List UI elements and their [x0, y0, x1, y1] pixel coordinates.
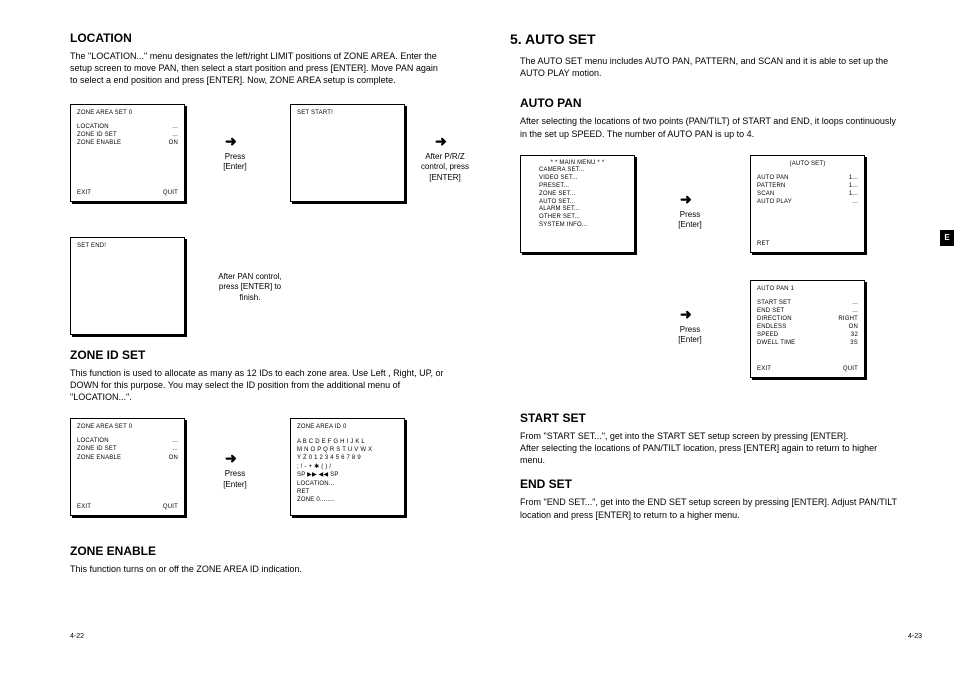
press-enter-caption: Press [Enter]: [213, 469, 257, 491]
auto-set-box: (AUTO SET) AUTO PAN1... PATTERN1... SCAN…: [750, 155, 865, 253]
autopan-heading: AUTO PAN: [520, 95, 900, 111]
zone-area-id-box: ZONE AREA ID 0 A B C D E F G H I J K L M…: [290, 418, 405, 516]
autoset-body: The AUTO SET menu includes AUTO PAN, PAT…: [520, 55, 900, 79]
set-start-box: SET START!: [290, 104, 405, 202]
zone-id-body: This function is used to allocate as man…: [70, 367, 460, 403]
zone-enable-heading: ZONE ENABLE: [70, 543, 460, 559]
startset-heading: START SET: [520, 410, 900, 426]
pan-finish-caption: After PAN control, press [ENTER] to fini…: [210, 272, 290, 304]
endset-body: From "END SET...", get into the END SET …: [520, 496, 900, 520]
zone-enable-body: This function turns on or off the ZONE A…: [70, 563, 460, 575]
right-column: 5. AUTO SET The AUTO SET menu includes A…: [510, 30, 900, 659]
zone-area-set-box: ZONE AREA SET 0 LOCATION... ZONE ID SET.…: [70, 104, 185, 202]
main-menu-box: * * MAIN MENU * * CAMERA SET... VIDEO SE…: [520, 155, 635, 253]
page-number-right: 4-23: [908, 632, 922, 641]
zone-area-set-box-2: ZONE AREA SET 0 LOCATION... ZONE ID SET.…: [70, 418, 185, 516]
location-body: The "LOCATION..." menu designates the le…: [70, 50, 460, 86]
arrow-icon: ➜: [680, 190, 692, 209]
autopan-body: After selecting the locations of two poi…: [520, 115, 900, 139]
autoset-heading: 5. AUTO SET: [510, 30, 900, 49]
press-enter-caption: Press [Enter]: [668, 210, 712, 232]
left-column: LOCATION The "LOCATION..." menu designat…: [70, 30, 460, 659]
auto-pan-box: AUTO PAN 1 START SET... END SET... DIREC…: [750, 280, 865, 378]
startset-body: From "START SET...", get into the START …: [520, 430, 900, 466]
press-enter-caption: Press [Enter]: [213, 152, 257, 174]
arrow-icon: ➜: [680, 305, 692, 324]
zone-id-heading: ZONE ID SET: [70, 347, 460, 363]
arrow-icon: ➜: [225, 449, 237, 468]
press-enter-caption: Press [Enter]: [668, 325, 712, 347]
prz-caption: After P/R/Z control, press [ENTER]: [415, 152, 475, 184]
location-heading: LOCATION: [70, 30, 460, 46]
arrow-icon: ➜: [225, 132, 237, 151]
set-end-box: SET END!: [70, 237, 185, 335]
page-number-left: 4-22: [70, 632, 84, 641]
arrow-icon: ➜: [435, 132, 447, 151]
endset-heading: END SET: [520, 476, 900, 492]
